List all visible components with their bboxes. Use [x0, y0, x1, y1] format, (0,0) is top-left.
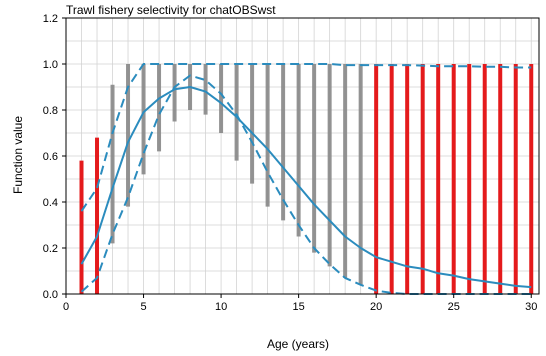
x-tick-label: 25 — [448, 301, 460, 313]
y-tick-label: 1.0 — [43, 59, 58, 71]
axis-ticks: 0 5 10 15 20 25 30 0.0 0.2 0.4 0.6 0.8 1.0 1.2 — [43, 13, 538, 313]
y-tick-label: 0.6 — [43, 151, 58, 163]
y-tick-label: 0.4 — [43, 197, 58, 209]
chart-title: Trawl fishery selectivity for chatOBSwst — [66, 3, 276, 17]
y-tick-label: 0.0 — [43, 289, 58, 301]
selectivity-line-0 — [80, 86, 532, 289]
x-tick-label: 10 — [215, 301, 227, 313]
y-tick-label: 0.8 — [43, 105, 58, 117]
selectivity-line-1 — [80, 63, 532, 212]
posterior-bars — [79, 64, 534, 294]
y-axis-title: Function value — [11, 116, 25, 194]
x-tick-label: 15 — [292, 301, 304, 313]
x-tick-label: 0 — [63, 301, 69, 313]
x-tick-label: 5 — [140, 301, 146, 313]
x-tick-label: 20 — [370, 301, 382, 313]
y-tick-label: 0.2 — [43, 243, 58, 255]
x-tick-label: 30 — [525, 301, 537, 313]
x-axis-title: Age (years) — [267, 337, 329, 351]
y-tick-label: 1.2 — [43, 13, 58, 25]
